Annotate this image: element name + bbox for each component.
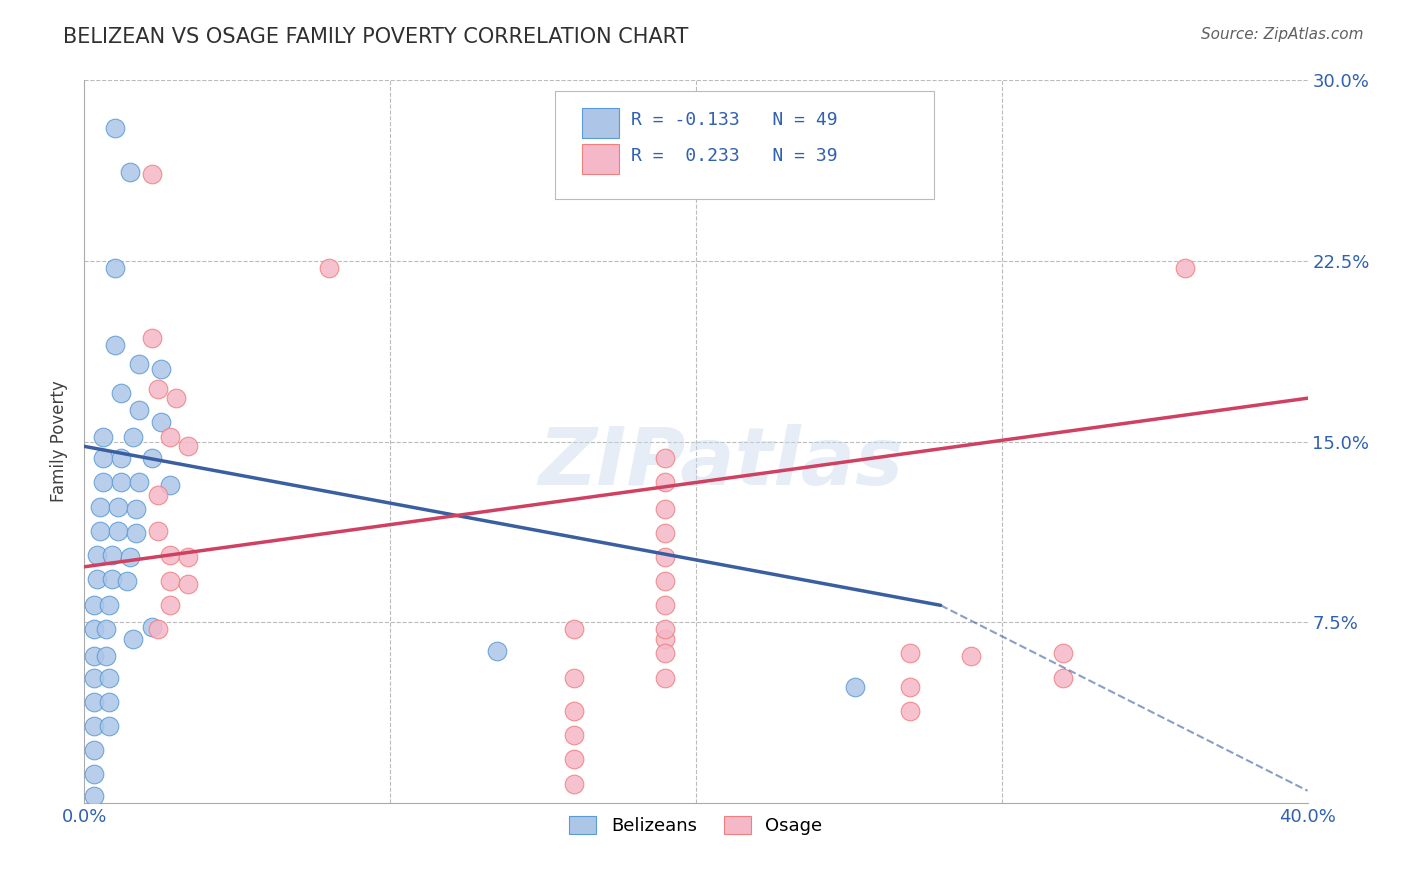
Point (120, 550, 142, 565)
Point (177, 439, 200, 453)
Point (83, 648, 105, 663)
Point (654, 671, 676, 685)
FancyBboxPatch shape (555, 91, 935, 200)
Point (141, 167, 163, 181)
Point (159, 548, 181, 562)
Point (654, 526, 676, 541)
Point (94, 623, 117, 637)
Point (122, 430, 145, 444)
Point (83, 671, 105, 685)
Point (94, 648, 117, 663)
Point (104, 261, 127, 276)
Point (141, 451, 163, 466)
Point (83, 767, 105, 781)
Point (654, 451, 676, 466)
Point (141, 331, 163, 345)
Point (149, 415, 172, 429)
Point (318, 261, 340, 276)
Point (83, 599, 105, 613)
Point (562, 776, 585, 790)
Point (97, 671, 120, 685)
Point (960, 648, 983, 663)
Point (159, 430, 181, 444)
Point (898, 647, 921, 661)
Point (1052, 671, 1074, 685)
Point (91, 451, 114, 466)
Point (110, 451, 132, 466)
Point (86, 548, 108, 562)
Point (177, 550, 200, 565)
FancyBboxPatch shape (582, 108, 619, 138)
Point (654, 623, 676, 637)
Point (91, 430, 114, 444)
Point (146, 487, 169, 501)
Point (101, 572, 124, 586)
Point (654, 475, 676, 490)
Point (844, 680, 866, 694)
Point (125, 526, 148, 541)
Point (101, 548, 124, 562)
Point (654, 647, 676, 661)
Point (159, 599, 181, 613)
Point (654, 574, 676, 589)
Point (562, 671, 585, 685)
Point (97, 599, 120, 613)
Text: ZIPatlas: ZIPatlas (538, 425, 903, 502)
Point (97, 695, 120, 709)
Text: R = -0.133   N = 49: R = -0.133 N = 49 (631, 111, 838, 129)
Point (104, 121, 127, 136)
Point (128, 403, 150, 417)
Point (89, 524, 111, 538)
Point (146, 623, 169, 637)
Legend: Belizeans, Osage: Belizeans, Osage (561, 807, 831, 845)
Point (159, 478, 181, 492)
Point (146, 382, 169, 396)
Point (104, 338, 127, 352)
Point (83, 719, 105, 733)
Point (1174, 261, 1197, 276)
Point (83, 789, 105, 803)
Point (89, 500, 111, 514)
Point (159, 574, 181, 589)
Point (107, 500, 129, 514)
Point (122, 632, 145, 646)
Text: R =  0.233   N = 39: R = 0.233 N = 39 (631, 147, 838, 165)
Point (654, 550, 676, 565)
Point (177, 576, 200, 591)
Point (1052, 647, 1074, 661)
Point (654, 502, 676, 516)
Point (141, 620, 163, 634)
Point (562, 704, 585, 718)
Point (91, 475, 114, 490)
Point (149, 362, 172, 376)
Point (562, 752, 585, 766)
Point (97, 719, 120, 733)
Point (898, 704, 921, 718)
Point (120, 165, 142, 179)
Point (125, 502, 148, 516)
Point (83, 743, 105, 757)
Point (86, 572, 108, 586)
FancyBboxPatch shape (582, 144, 619, 174)
Y-axis label: Family Poverty: Family Poverty (51, 381, 69, 502)
Point (110, 386, 132, 401)
Point (898, 680, 921, 694)
Point (654, 599, 676, 613)
Point (654, 632, 676, 646)
Point (107, 524, 129, 538)
Point (128, 358, 150, 372)
Point (146, 524, 169, 538)
Point (83, 623, 105, 637)
Text: BELIZEAN VS OSAGE FAMILY POVERTY CORRELATION CHART: BELIZEAN VS OSAGE FAMILY POVERTY CORRELA… (63, 27, 689, 46)
Point (486, 644, 509, 658)
Point (562, 623, 585, 637)
Point (115, 574, 138, 589)
Point (128, 475, 150, 490)
Point (165, 391, 187, 405)
Text: Source: ZipAtlas.com: Source: ZipAtlas.com (1201, 27, 1364, 42)
Point (562, 728, 585, 742)
Point (110, 475, 132, 490)
Point (83, 695, 105, 709)
